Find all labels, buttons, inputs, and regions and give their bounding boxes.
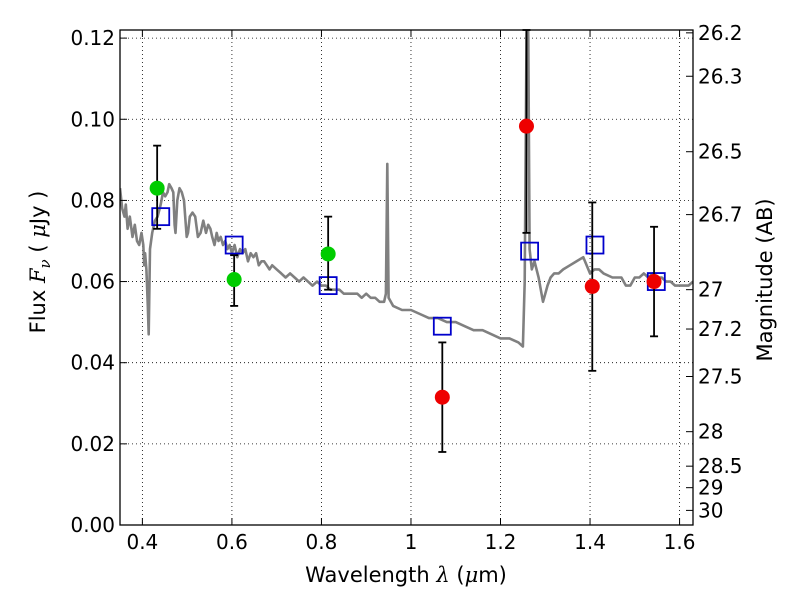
observed-flux-point	[646, 274, 662, 290]
x-tick-label: 0.6	[216, 530, 248, 554]
y2-tick-label: 27	[698, 278, 723, 302]
x-axis-label-symbol: λ	[435, 563, 449, 587]
y2-tick-label: 26.2	[698, 21, 743, 45]
y2-tick-label: 30	[698, 498, 723, 522]
y-axis-unit-close: Jy )	[26, 191, 50, 227]
y-tick-label: 0.04	[70, 351, 115, 375]
y2-tick-label: 29	[698, 476, 723, 500]
model-flux-square	[520, 241, 540, 261]
data-layer	[120, 30, 693, 348]
y2-axis-label: Magnitude (AB)	[753, 198, 777, 361]
model-flux-square	[224, 235, 244, 255]
x-axis-label-text: Wavelength	[305, 563, 430, 587]
y2-tick-label: 27.2	[698, 317, 743, 341]
x-axis-unit-open: (	[450, 563, 465, 587]
y2-tick-label: 27.5	[698, 365, 743, 389]
y2-tick-label: 26.7	[698, 203, 743, 227]
y2-tick-label: 26.5	[698, 140, 743, 164]
y2-tick-label: 26.3	[698, 64, 743, 88]
y-axis-label-subscript: ν	[36, 259, 54, 268]
x-tick-label: 0.8	[306, 530, 338, 554]
plot-background	[120, 30, 693, 525]
axis-ticks: 0.4 0.6 0.8 1 1.2 1.4 1.6 0.00 0.02 0.04 0.06 0.08 0…	[70, 21, 742, 554]
y-tick-label: 0.08	[70, 188, 115, 212]
x-tick-label: 1.6	[664, 530, 696, 554]
plot-frame	[119, 29, 694, 526]
model-flux-square	[432, 316, 452, 336]
y-tick-label: 0.10	[70, 107, 115, 131]
y-tick-label: 0.02	[70, 432, 115, 456]
x-axis-unit-mu: μ	[465, 563, 479, 587]
y-axis-unit-open: (	[26, 238, 50, 253]
x-tick-label: 0.4	[126, 530, 158, 554]
x-axis-label: Wavelength λ (μm)	[305, 563, 507, 587]
x-tick-label: 1	[405, 530, 418, 554]
y-axis-unit-mu: μ	[26, 224, 50, 238]
y2-tick-label: 28.5	[698, 454, 743, 478]
y-tick-label: 0.12	[70, 26, 115, 50]
observed-flux-point	[149, 180, 165, 196]
y-axis-label-symbol: F	[26, 267, 50, 284]
model-flux-square	[151, 207, 171, 227]
x-tick-label: 1.2	[485, 530, 517, 554]
model-spectrum-line	[120, 30, 693, 348]
grid-lines	[120, 30, 693, 526]
observed-flux-point	[320, 246, 336, 262]
y-axis-label-text: Flux	[26, 290, 50, 334]
y2-tick-label: 28	[698, 420, 723, 444]
observed-flux-point	[434, 389, 450, 405]
x-tick-label: 1.4	[574, 530, 606, 554]
observed-flux-point	[226, 272, 242, 288]
observed-flux-point	[518, 118, 534, 134]
y-tick-label: 0.00	[70, 513, 115, 537]
model-flux-square	[585, 235, 605, 255]
x-axis-unit-close: m)	[478, 563, 507, 587]
y-axis-label: Flux Fν ( μJy )	[26, 191, 54, 334]
observed-flux-point	[584, 278, 600, 294]
y-tick-label: 0.06	[70, 270, 115, 294]
marker-layer	[149, 29, 666, 453]
